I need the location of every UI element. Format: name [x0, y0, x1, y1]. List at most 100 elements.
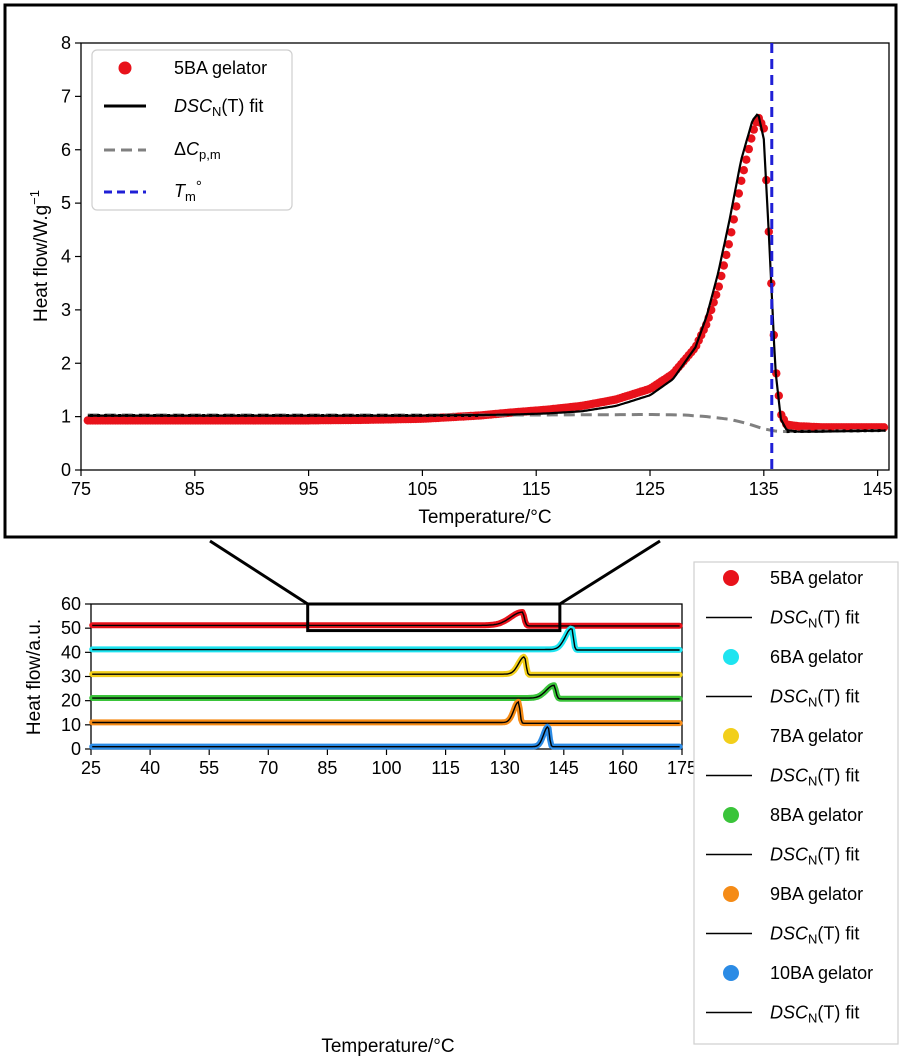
inset-x-tick-label: 105	[407, 479, 437, 499]
main-legend-label-7ba: 7BA gelator	[770, 726, 863, 746]
main-legend-label-8ba: 8BA gelator	[770, 805, 863, 825]
main-legend-fit-item-6ba: DSCN(T) fit	[706, 687, 859, 710]
main-data-band	[89, 609, 683, 629]
main-y-tick-label: 50	[61, 618, 81, 638]
main-x-tick-label: 55	[199, 758, 219, 778]
inset-legend-item-tm: Tm°	[104, 178, 202, 204]
zoom-connector-right	[559, 539, 661, 606]
main-y-ticks: 0 10 20 30 40 50 60	[61, 594, 91, 759]
main-legend-box	[693, 561, 899, 1045]
main-series-9ba	[89, 698, 683, 727]
main-x-tick-label: 145	[549, 758, 579, 778]
main-legend-marker-6ba	[723, 649, 739, 665]
inset-data-point	[744, 144, 753, 154]
main-x-tick-label: 160	[608, 758, 638, 778]
main-data-band	[89, 698, 683, 727]
main-legend-item-10ba: 10BA gelator	[723, 963, 873, 983]
main-y-tick-label: 0	[71, 739, 81, 759]
main-data-band	[89, 682, 683, 702]
main-x-tick-label: 40	[140, 758, 160, 778]
main-legend-fit-label: DSCN(T) fit	[770, 845, 859, 868]
main-fit-line	[92, 628, 680, 651]
zoom-connectors	[209, 539, 661, 606]
inset-x-axis-label: Temperature/°C	[418, 507, 551, 528]
inset-data-point	[732, 202, 741, 211]
main-legend-marker-5ba	[723, 570, 739, 586]
main-legend-label-6ba: 6BA gelator	[770, 647, 863, 667]
inset-y-tick-label: 4	[61, 247, 71, 267]
main-series-group	[89, 609, 683, 750]
main-legend-item-5ba: 5BA gelator	[723, 568, 863, 588]
main-legend-label-5ba: 5BA gelator	[770, 568, 863, 588]
inset-legend-item-fit: DSCN(T) fit	[104, 96, 263, 119]
main-legend-item-7ba: 7BA gelator	[723, 726, 863, 746]
inset-fit-tail-dots	[786, 429, 886, 434]
main-data-band	[89, 723, 683, 750]
inset-x-ticks: 75 85 95 105 115 125 135 145	[71, 470, 893, 499]
inset-legend: 5BA gelator DSCN(T) fit ΔCp,m Tm°	[91, 49, 293, 211]
inset-data-point	[712, 290, 721, 299]
inset-data-point	[879, 423, 889, 432]
inset-data-point	[742, 155, 751, 164]
main-data-band	[89, 653, 683, 678]
main-series-8ba	[89, 682, 683, 702]
main-fit-line	[92, 684, 680, 700]
main-y-tick-label: 30	[61, 667, 81, 687]
main-legend-fit-label: DSCN(T) fit	[770, 608, 859, 631]
main-legend-fit-item-9ba: DSCN(T) fit	[706, 924, 859, 947]
main-legend-marker-10ba	[723, 965, 739, 981]
main-x-ticks: 25 40 55 70 85 100 115 130 145 160 175	[81, 749, 697, 778]
inset-y-tick-label: 0	[61, 460, 71, 480]
main-y-tick-label: 40	[61, 642, 81, 662]
main-fit-line	[92, 611, 680, 627]
inset-y-ticks: 0 1 2 3 4 5 6 7 8	[61, 33, 81, 480]
inset-chart: 75 85 95 105 115 125 135 145 0 1 2 3 4 5 6 7 8 Temperat…	[3, 3, 898, 539]
main-x-tick-label: 25	[81, 758, 101, 778]
main-x-axis-label: Temperature/°C	[321, 1036, 454, 1057]
inset-y-tick-label: 3	[61, 300, 71, 320]
inset-legend-item-data: 5BA gelator	[118, 58, 267, 78]
main-legend-label-10ba: 10BA gelator	[770, 963, 873, 983]
inset-x-tick-label: 95	[299, 479, 319, 499]
inset-x-tick-label: 85	[185, 479, 205, 499]
main-legend-marker-9ba	[723, 886, 739, 902]
main-legend-fit-label: DSCN(T) fit	[770, 687, 859, 710]
inset-data-point	[737, 176, 746, 185]
main-legend-fit-item-8ba: DSCN(T) fit	[706, 845, 859, 868]
main-legend-fit-item-10ba: DSCN(T) fit	[706, 1003, 859, 1026]
main-y-tick-label: 20	[61, 691, 81, 711]
inset-legend-label-dcp: ΔCp,m	[174, 139, 221, 162]
main-legend-item-6ba: 6BA gelator	[723, 647, 863, 667]
inset-x-tick-label: 75	[71, 479, 91, 499]
inset-series-fit	[87, 113, 885, 433]
inset-y-tick-label: 8	[61, 33, 71, 53]
main-y-tick-label: 60	[61, 594, 81, 614]
inset-y-tick-label: 5	[61, 193, 71, 213]
inset-legend-item-dcp: ΔCp,m	[104, 139, 221, 162]
main-y-axis-label: Heat flow/a.u.	[24, 619, 45, 735]
inset-x-tick-label: 115	[522, 479, 551, 499]
main-series-6ba	[89, 625, 683, 653]
main-fit-line	[92, 655, 680, 676]
main-x-tick-label: 70	[258, 758, 278, 778]
inset-data-point	[724, 240, 733, 249]
inset-legend-label-data: 5BA gelator	[174, 58, 267, 78]
zoom-connector-left	[209, 539, 309, 606]
main-fit-line	[92, 725, 680, 748]
inset-y-tick-label: 6	[61, 140, 71, 160]
inset-data-point	[749, 125, 758, 134]
inset-data-point	[719, 261, 728, 270]
inset-data-point	[727, 228, 736, 237]
main-series-7ba	[89, 653, 683, 678]
main-x-tick-label: 100	[371, 758, 401, 778]
inset-x-tick-label: 125	[635, 479, 665, 499]
main-legend-item-8ba: 8BA gelator	[723, 805, 863, 825]
main-fit-line	[92, 700, 680, 724]
main-series-5ba	[89, 609, 683, 629]
main-legend: 5BA gelator DSCN(T) fit 6BA gelator DSCN(T)…	[706, 568, 873, 1026]
inset-data-point	[739, 166, 748, 175]
main-legend-fit-label: DSCN(T) fit	[770, 924, 859, 947]
main-legend-fit-label: DSCN(T) fit	[770, 1003, 859, 1026]
inset-data-point	[717, 271, 726, 281]
inset-x-tick-label: 145	[863, 479, 893, 499]
